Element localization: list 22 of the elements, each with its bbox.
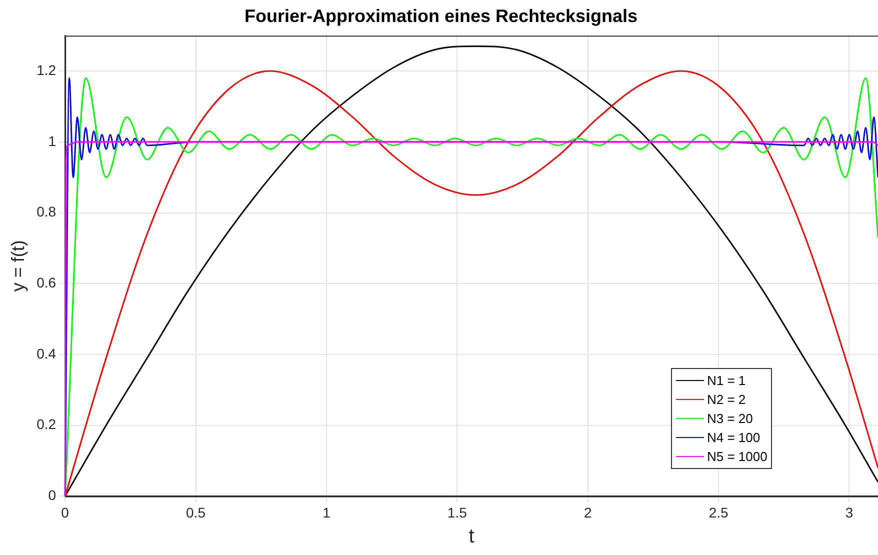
- chart-title: Fourier-Approximation eines Rechtecksignals: [244, 6, 638, 26]
- x-tick-label: 1.5: [447, 504, 468, 520]
- x-tick-label: 0.5: [186, 504, 206, 520]
- y-tick-label: 0.6: [36, 274, 56, 290]
- y-tick-label: 0: [48, 487, 56, 504]
- legend-label: N2 = 2: [707, 391, 746, 410]
- x-axis-title: t: [468, 526, 475, 548]
- y-axis-title: y = f(t): [8, 240, 28, 292]
- y-tick-label: 0.2: [36, 416, 56, 432]
- legend-label: N4 = 100: [707, 429, 760, 448]
- y-tick-label: 0.4: [36, 345, 56, 362]
- y-tick-label: 1: [48, 132, 56, 149]
- legend-label: N3 = 20: [707, 410, 753, 428]
- legend-label: N1 = 1: [707, 372, 746, 390]
- x-tick-label: 0: [61, 504, 70, 520]
- x-tick-label: 1: [322, 504, 331, 520]
- x-tick-label: 3: [845, 504, 854, 520]
- x-tick-label: 2: [584, 504, 592, 520]
- y-tick-label: 1.2: [36, 62, 56, 78]
- legend-label: N5 = 1000: [707, 448, 768, 466]
- x-tick-label: 2.5: [708, 504, 728, 520]
- y-tick-label: 0.8: [36, 204, 56, 220]
